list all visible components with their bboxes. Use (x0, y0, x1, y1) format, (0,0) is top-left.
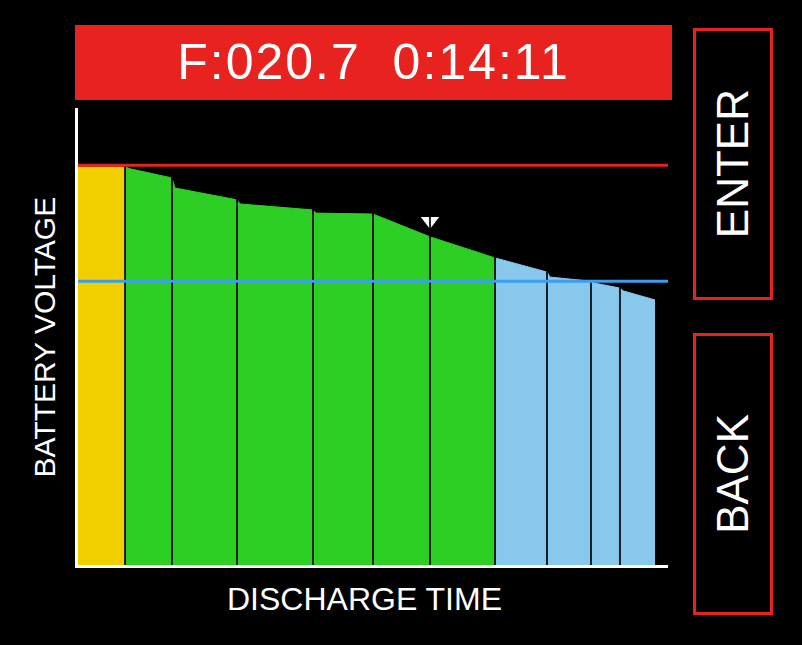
html-text:BACK: BACK (708, 414, 757, 534)
svg-text:DISCHARGE TIME: DISCHARGE TIME (227, 581, 502, 617)
svg-text:BATTERY VOLTAGE: BATTERY VOLTAGE (28, 197, 61, 478)
html-text:ENTER: ENTER (708, 89, 757, 239)
html-text:F:020.7 0:14:11: F:020.7 0:14:11 (177, 34, 570, 90)
